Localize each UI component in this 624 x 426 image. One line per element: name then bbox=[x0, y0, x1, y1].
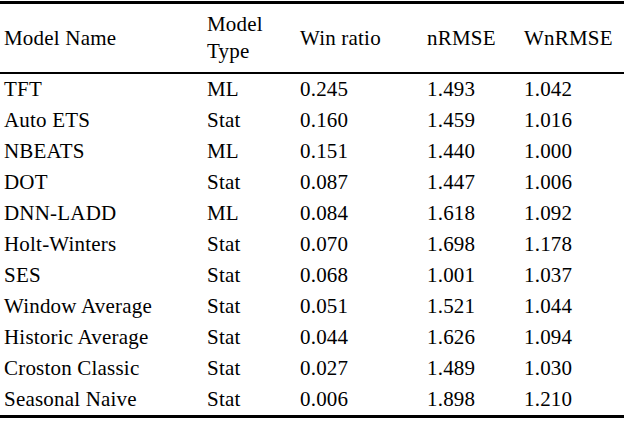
column-header-wnrmse: WnRMSE bbox=[520, 3, 624, 74]
paper-table-page: Model Name Model Type Win ratio nRMSE Wn… bbox=[0, 0, 624, 426]
table-row: Seasonal Naive Stat 0.006 1.898 1.210 bbox=[0, 384, 624, 417]
cell-wnrmse: 1.094 bbox=[520, 322, 624, 353]
cell-model-name: Seasonal Naive bbox=[0, 384, 203, 417]
cell-nrmse: 1.447 bbox=[423, 167, 520, 198]
cell-model-name: Auto ETS bbox=[0, 105, 203, 136]
cell-nrmse: 1.521 bbox=[423, 291, 520, 322]
cell-model-type: ML bbox=[203, 136, 296, 167]
cell-model-type: ML bbox=[203, 198, 296, 229]
cell-model-name: Holt-Winters bbox=[0, 229, 203, 260]
cell-model-name: Window Average bbox=[0, 291, 203, 322]
column-header-nrmse: nRMSE bbox=[423, 3, 520, 74]
cell-model-type: ML bbox=[203, 73, 296, 105]
cell-win-ratio: 0.151 bbox=[296, 136, 423, 167]
cell-win-ratio: 0.051 bbox=[296, 291, 423, 322]
cell-model-name: DNN-LADD bbox=[0, 198, 203, 229]
cell-model-name: Historic Average bbox=[0, 322, 203, 353]
cell-win-ratio: 0.084 bbox=[296, 198, 423, 229]
results-table: Model Name Model Type Win ratio nRMSE Wn… bbox=[0, 1, 624, 418]
table-row: Historic Average Stat 0.044 1.626 1.094 bbox=[0, 322, 624, 353]
table-row: Croston Classic Stat 0.027 1.489 1.030 bbox=[0, 353, 624, 384]
table-row: Holt-Winters Stat 0.070 1.698 1.178 bbox=[0, 229, 624, 260]
header-row: Model Name Model Type Win ratio nRMSE Wn… bbox=[0, 3, 624, 74]
table-row: DNN-LADD ML 0.084 1.618 1.092 bbox=[0, 198, 624, 229]
column-header-win-ratio: Win ratio bbox=[296, 3, 423, 74]
cell-nrmse: 1.489 bbox=[423, 353, 520, 384]
table-body: TFT ML 0.245 1.493 1.042 Auto ETS Stat 0… bbox=[0, 73, 624, 417]
cell-wnrmse: 1.000 bbox=[520, 136, 624, 167]
cell-win-ratio: 0.087 bbox=[296, 167, 423, 198]
cell-win-ratio: 0.068 bbox=[296, 260, 423, 291]
cell-nrmse: 1.698 bbox=[423, 229, 520, 260]
cell-model-type: Stat bbox=[203, 353, 296, 384]
cell-model-type: Stat bbox=[203, 260, 296, 291]
cell-wnrmse: 1.030 bbox=[520, 353, 624, 384]
cell-wnrmse: 1.178 bbox=[520, 229, 624, 260]
cell-model-type: Stat bbox=[203, 322, 296, 353]
cell-win-ratio: 0.070 bbox=[296, 229, 423, 260]
cell-model-type: Stat bbox=[203, 384, 296, 417]
column-header-model-name: Model Name bbox=[0, 3, 203, 74]
column-header-model-type: Model Type bbox=[203, 3, 296, 74]
cell-nrmse: 1.618 bbox=[423, 198, 520, 229]
table-row: Window Average Stat 0.051 1.521 1.044 bbox=[0, 291, 624, 322]
cell-model-type: Stat bbox=[203, 167, 296, 198]
cell-win-ratio: 0.245 bbox=[296, 73, 423, 105]
cell-nrmse: 1.459 bbox=[423, 105, 520, 136]
cell-nrmse: 1.493 bbox=[423, 73, 520, 105]
cell-model-type: Stat bbox=[203, 291, 296, 322]
cell-win-ratio: 0.044 bbox=[296, 322, 423, 353]
table-row: NBEATS ML 0.151 1.440 1.000 bbox=[0, 136, 624, 167]
cell-wnrmse: 1.210 bbox=[520, 384, 624, 417]
table-header: Model Name Model Type Win ratio nRMSE Wn… bbox=[0, 3, 624, 74]
table-row: SES Stat 0.068 1.001 1.037 bbox=[0, 260, 624, 291]
cell-nrmse: 1.626 bbox=[423, 322, 520, 353]
cell-nrmse: 1.440 bbox=[423, 136, 520, 167]
cell-win-ratio: 0.160 bbox=[296, 105, 423, 136]
cell-model-name: NBEATS bbox=[0, 136, 203, 167]
cell-wnrmse: 1.016 bbox=[520, 105, 624, 136]
table-row: TFT ML 0.245 1.493 1.042 bbox=[0, 73, 624, 105]
cell-model-name: SES bbox=[0, 260, 203, 291]
cell-win-ratio: 0.006 bbox=[296, 384, 423, 417]
cell-model-name: Croston Classic bbox=[0, 353, 203, 384]
cell-wnrmse: 1.092 bbox=[520, 198, 624, 229]
cell-wnrmse: 1.037 bbox=[520, 260, 624, 291]
cell-nrmse: 1.898 bbox=[423, 384, 520, 417]
cell-wnrmse: 1.042 bbox=[520, 73, 624, 105]
cell-model-name: DOT bbox=[0, 167, 203, 198]
cell-nrmse: 1.001 bbox=[423, 260, 520, 291]
cell-win-ratio: 0.027 bbox=[296, 353, 423, 384]
cell-wnrmse: 1.006 bbox=[520, 167, 624, 198]
cell-model-type: Stat bbox=[203, 105, 296, 136]
cell-wnrmse: 1.044 bbox=[520, 291, 624, 322]
cell-model-type: Stat bbox=[203, 229, 296, 260]
table-row: DOT Stat 0.087 1.447 1.006 bbox=[0, 167, 624, 198]
cell-model-name: TFT bbox=[0, 73, 203, 105]
table-row: Auto ETS Stat 0.160 1.459 1.016 bbox=[0, 105, 624, 136]
